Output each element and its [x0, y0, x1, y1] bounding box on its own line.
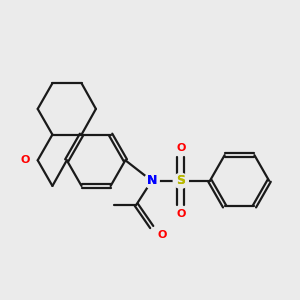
Text: O: O	[158, 230, 167, 240]
Text: O: O	[176, 143, 185, 153]
Text: N: N	[146, 174, 157, 187]
Text: O: O	[21, 155, 30, 165]
Text: N: N	[146, 174, 157, 187]
Circle shape	[173, 173, 188, 188]
Text: S: S	[176, 174, 185, 187]
Text: S: S	[176, 174, 185, 187]
Circle shape	[144, 173, 159, 188]
Text: O: O	[176, 209, 185, 219]
